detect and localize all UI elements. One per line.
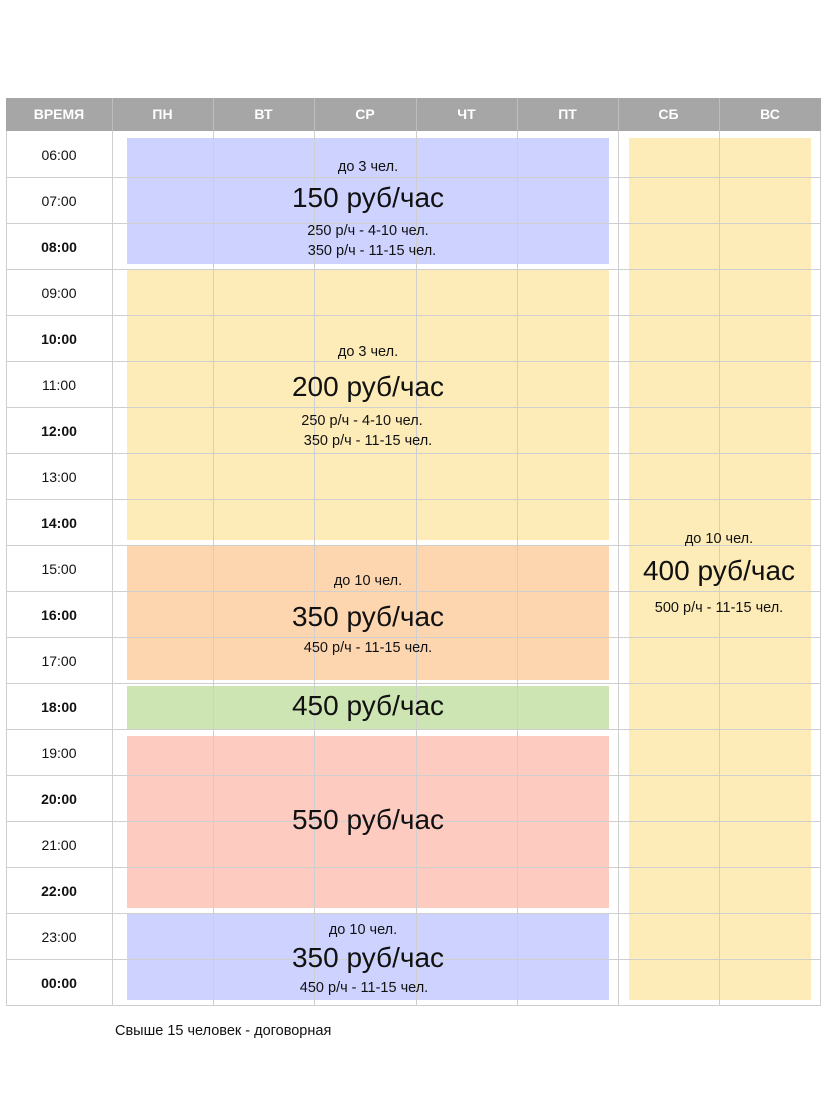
time-label: 00:00 (41, 975, 77, 991)
price-block-weekday-morning (127, 138, 609, 264)
time-label: 08:00 (41, 239, 77, 255)
header-time: ВРЕМЯ (33, 106, 85, 122)
rate-line: 450 р/ч - 11-15 чел. (303, 640, 433, 656)
group-size-label: до 10 чел. (328, 922, 398, 938)
rate-line: 500 р/ч - 11-15 чел. (654, 600, 784, 616)
footer-note: Свыше 15 человек - договорная (115, 1023, 332, 1039)
group-size-label: до 10 чел. (333, 573, 403, 589)
price-label: 150 руб/час (291, 182, 445, 213)
time-label: 16:00 (41, 607, 77, 623)
time-label: 06:00 (41, 147, 77, 163)
header-day-thu: ЧТ (457, 106, 476, 122)
time-label: 17:00 (41, 653, 77, 669)
price-block-weekday-evening-text: 550 руб/час (127, 736, 609, 908)
price-block-weekday-day-text: до 3 чел. 200 руб/час 250 р/ч - 4-10 чел… (127, 270, 609, 540)
time-label: 09:00 (41, 285, 77, 301)
price-label: 450 руб/час (291, 690, 445, 721)
price-block-weekend-text: до 10 чел. 400 руб/час 500 р/ч - 11-15 ч… (629, 138, 811, 1000)
time-label: 10:00 (41, 331, 77, 347)
table-header: ВРЕМЯ ПН ВТ СР ЧТ ПТ СБ ВС (6, 98, 821, 131)
group-size-label: до 3 чел. (337, 344, 399, 360)
header-day-wed: СР (355, 106, 375, 122)
rate-line: 350 р/ч - 11-15 чел. (303, 433, 433, 449)
header-day-mon: ПН (152, 106, 173, 122)
group-size-label: до 10 чел. (684, 531, 754, 547)
price-label: 200 руб/час (291, 371, 445, 402)
time-label: 22:00 (41, 883, 77, 899)
price-block-weekday-18-text: 450 руб/час (127, 686, 609, 730)
time-label: 12:00 (41, 423, 77, 439)
time-label: 14:00 (41, 515, 77, 531)
price-block-weekday-afternoon (127, 546, 609, 680)
time-label: 11:00 (42, 377, 76, 393)
time-label: 18:00 (41, 699, 77, 715)
price-block-weekday-night-text: до 10 чел. 350 руб/час 450 р/ч - 11-15 ч… (127, 914, 609, 1000)
time-label: 20:00 (41, 791, 77, 807)
pricing-schedule-table: ВРЕМЯ ПН ВТ СР ЧТ ПТ СБ ВС (6, 98, 821, 1006)
group-size-label: до 3 чел. (337, 159, 399, 175)
price-block-weekday-night (127, 914, 609, 1000)
price-label: 550 руб/час (291, 804, 445, 835)
header-day-tue: ВТ (254, 106, 273, 122)
rate-line: 250 р/ч - 4-10 чел. (307, 223, 429, 239)
price-block-weekday-morning-text: до 3 чел. 150 руб/час 250 р/ч - 4-10 чел… (127, 138, 609, 264)
price-block-weekday-18 (127, 686, 609, 730)
price-label: 400 руб/час (642, 555, 796, 586)
header-day-sun: ВС (760, 106, 780, 122)
header-day-sat: СБ (658, 106, 679, 122)
rate-line: 250 р/ч - 4-10 чел. (301, 413, 423, 429)
time-label: 19:00 (41, 745, 77, 761)
rate-line: 350 р/ч - 11-15 чел. (307, 243, 437, 259)
time-label: 21:00 (41, 837, 77, 853)
time-label: 23:00 (41, 929, 77, 945)
time-label: 15:00 (41, 561, 77, 577)
time-label: 13:00 (41, 469, 77, 485)
rate-line: 450 р/ч - 11-15 чел. (299, 980, 429, 996)
time-label: 07:00 (41, 193, 77, 209)
price-label: 350 руб/час (291, 601, 445, 632)
price-label: 350 руб/час (291, 942, 445, 973)
header-day-fri: ПТ (558, 106, 577, 122)
price-block-weekend (629, 138, 811, 1000)
price-block-weekday-afternoon-text: до 10 чел. 350 руб/час 450 р/ч - 11-15 ч… (127, 546, 609, 680)
price-block-weekday-evening (127, 736, 609, 908)
